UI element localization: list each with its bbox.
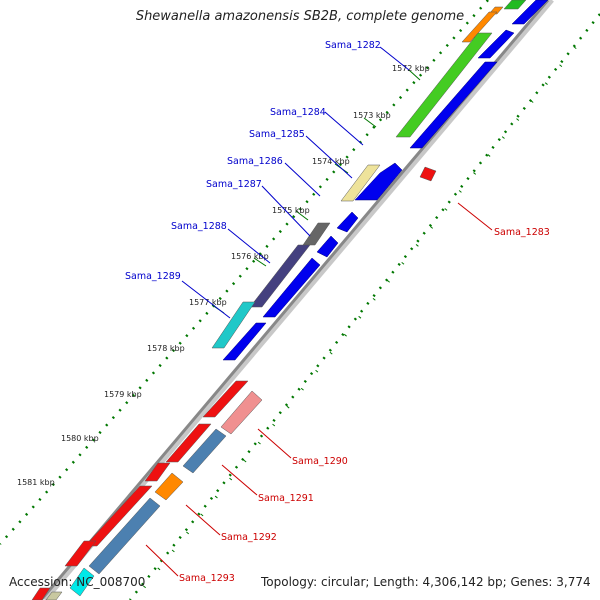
gene-label-sama-1285[interactable]: Sama_1285 bbox=[249, 129, 305, 140]
reverse-callouts bbox=[145, 202, 493, 577]
gc-track-outer bbox=[0, 0, 489, 545]
map-title: Shewanella amazonensis SB2B, complete ge… bbox=[135, 9, 465, 24]
gene-sama-1287[interactable] bbox=[302, 222, 331, 246]
reverse-labels: Sama_1283 Sama_1290 Sama_1291 Sama_1292 … bbox=[179, 227, 550, 584]
gene-sama-1282[interactable] bbox=[395, 32, 493, 138]
cds-arrow[interactable] bbox=[354, 162, 403, 201]
genome-stats-text: Topology: circular; Length: 4,306,142 bp… bbox=[261, 575, 591, 589]
gene-khaki-edge[interactable] bbox=[45, 591, 63, 600]
gc-skew-marks bbox=[140, 33, 588, 591]
forward-callouts bbox=[181, 46, 410, 319]
cds-track bbox=[222, 0, 549, 361]
gene-track-forward bbox=[31, 0, 527, 600]
gc-track-inner bbox=[129, 13, 600, 600]
gene-sama-1290-block[interactable] bbox=[202, 380, 249, 418]
gene-block[interactable] bbox=[503, 0, 527, 10]
kbp-labels: 1572 kbp 1573 kbp 1574 kbp 1575 kbp 1576… bbox=[17, 64, 430, 487]
gene-label-sama-1292[interactable]: Sama_1292 bbox=[221, 532, 277, 543]
gene-red-tail[interactable] bbox=[64, 540, 97, 567]
gene-label-sama-1286[interactable]: Sama_1286 bbox=[227, 156, 283, 167]
gene-sama-1284[interactable] bbox=[340, 164, 381, 202]
cds-arrow[interactable] bbox=[409, 61, 498, 149]
cds-arrow[interactable] bbox=[316, 235, 339, 258]
gene-red-block[interactable] bbox=[165, 423, 212, 463]
tick-label: 1581 kbp bbox=[17, 478, 55, 487]
gene-red-small[interactable] bbox=[144, 462, 171, 482]
gene-sama-1289[interactable] bbox=[211, 301, 256, 349]
cds-arrow[interactable] bbox=[222, 322, 267, 361]
gene-sama-1288[interactable] bbox=[249, 244, 311, 308]
tick-label: 1575 kbp bbox=[272, 206, 310, 215]
gene-label-sama-1290[interactable]: Sama_1290 bbox=[292, 456, 348, 467]
gene-sama-1292[interactable] bbox=[154, 472, 184, 501]
cds-arrow[interactable] bbox=[477, 29, 515, 59]
gene-red-long[interactable] bbox=[84, 485, 153, 547]
gene-sama-1290[interactable] bbox=[220, 390, 263, 435]
gene-label-sama-1291[interactable]: Sama_1291 bbox=[258, 493, 314, 504]
gene-track-reverse bbox=[69, 166, 437, 597]
cds-arrow[interactable] bbox=[336, 211, 359, 233]
gene-label-sama-1284[interactable]: Sama_1284 bbox=[270, 107, 326, 118]
gene-sama-1283[interactable] bbox=[419, 166, 437, 182]
tick-label: 1577 kbp bbox=[189, 298, 227, 307]
gene-red-edge[interactable] bbox=[31, 587, 51, 600]
gene-block[interactable] bbox=[461, 11, 498, 43]
tick-label: 1580 kbp bbox=[61, 434, 99, 443]
gene-label-sama-1288[interactable]: Sama_1288 bbox=[171, 221, 227, 232]
accession-text: Accession: NC_008700 bbox=[9, 575, 146, 589]
tick-label: 1573 kbp bbox=[353, 111, 391, 120]
gene-label-sama-1283[interactable]: Sama_1283 bbox=[494, 227, 550, 238]
gene-label-sama-1282[interactable]: Sama_1282 bbox=[325, 40, 381, 51]
tick-label: 1576 kbp bbox=[231, 252, 269, 261]
tick-label: 1578 kbp bbox=[147, 344, 185, 353]
gene-sama-1293[interactable] bbox=[88, 497, 161, 575]
gene-label-sama-1287[interactable]: Sama_1287 bbox=[206, 179, 262, 190]
cds-arrow[interactable] bbox=[262, 257, 321, 318]
gene-label-sama-1293[interactable]: Sama_1293 bbox=[179, 573, 235, 584]
tick-label: 1579 kbp bbox=[104, 390, 142, 399]
gene-sama-1291[interactable] bbox=[182, 428, 227, 474]
tick-label: 1572 kbp bbox=[392, 64, 430, 73]
gene-cyan-end[interactable] bbox=[69, 567, 95, 597]
tick-label: 1574 kbp bbox=[312, 157, 350, 166]
cds-arrow[interactable] bbox=[511, 0, 549, 25]
forward-labels: Sama_1282 Sama_1284 Sama_1285 Sama_1286 … bbox=[125, 40, 381, 282]
tick-leaders bbox=[211, 69, 421, 314]
gene-label-sama-1289[interactable]: Sama_1289 bbox=[125, 271, 181, 282]
